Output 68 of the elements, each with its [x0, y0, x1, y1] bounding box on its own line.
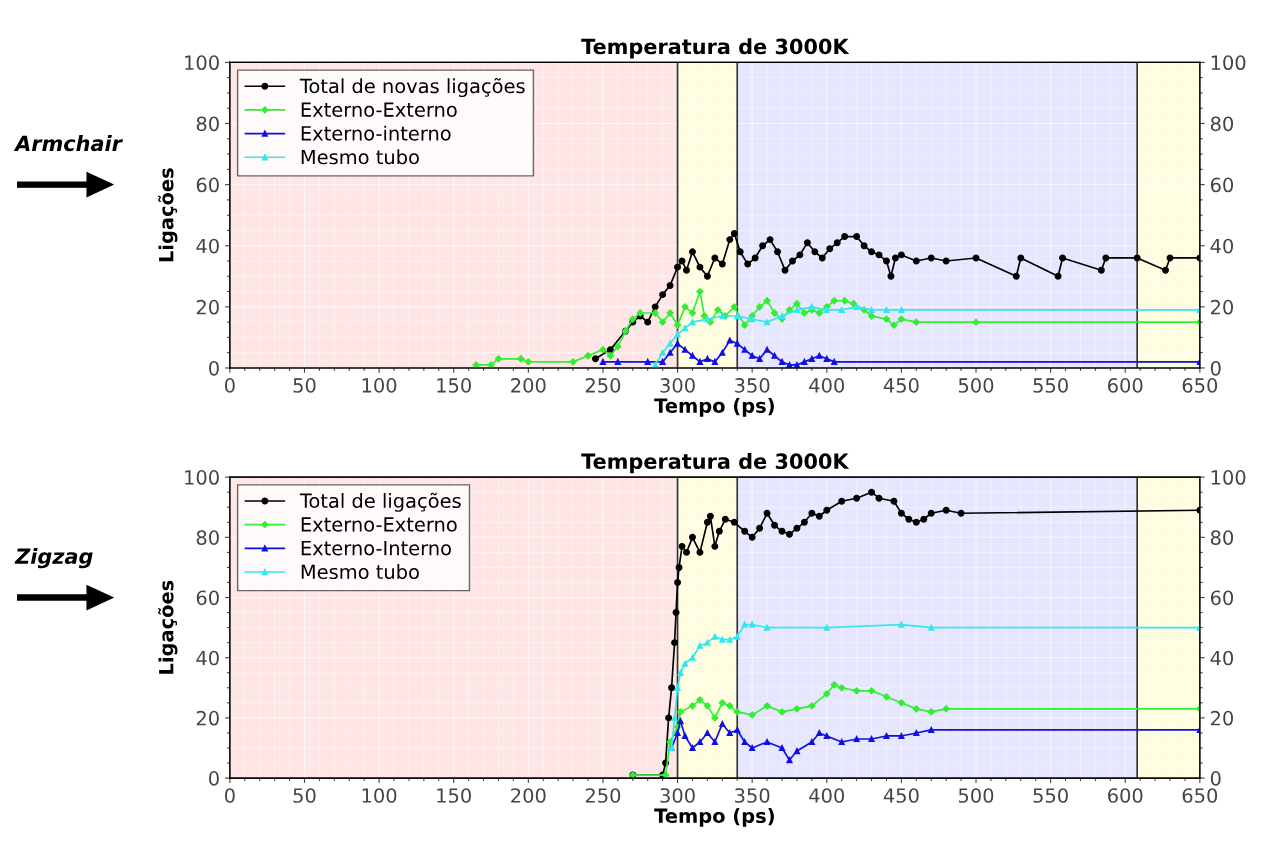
x-axis-title: Tempo (ps)	[654, 397, 774, 417]
x-tick-label: 500	[958, 788, 994, 803]
y-tick-label: 100	[185, 470, 219, 485]
text: Zigzag	[14, 547, 93, 569]
y-tick-label: 80	[196, 116, 219, 132]
x-tick-label: 600	[1108, 788, 1143, 803]
legend-label: Externo-Externo	[301, 517, 457, 532]
x-tick-label: 450	[883, 788, 919, 803]
y-tick-label: 60	[196, 177, 219, 193]
x-tick-label: 600	[1108, 378, 1143, 393]
x-tick-label: 50	[293, 788, 316, 803]
legend-label: Mesmo tubo	[301, 564, 419, 580]
x-tick-label: 550	[1033, 788, 1068, 803]
x-tick-label: 400	[809, 378, 845, 393]
y2-tick-label: 100	[1211, 55, 1246, 71]
y2-tick-label: 100	[1211, 470, 1246, 485]
y-tick-label: 20	[196, 710, 219, 726]
legend-label: Total de ligações	[299, 492, 461, 512]
x-tick-label: 650	[1182, 788, 1218, 803]
y-axis-title: Ligações	[158, 168, 178, 262]
y-tick-label: 40	[196, 238, 219, 254]
x-tick-label: 350	[735, 378, 770, 393]
legend-label: Total de novas ligações	[299, 77, 525, 98]
y2-tick-label: 60	[1210, 590, 1234, 606]
x-tick-label: 150	[437, 788, 471, 803]
legend-label: Externo-Interno	[301, 540, 451, 556]
x-tick-label: 500	[958, 378, 994, 393]
y2-tick-label: 20	[1211, 299, 1234, 315]
y2-tick-label: 80	[1210, 530, 1234, 545]
y-tick-label: 80	[196, 530, 219, 545]
x-tick-label: 0	[224, 788, 235, 803]
x-tick-label: 250	[585, 378, 621, 393]
legend-label: Externo-Externo	[301, 102, 457, 117]
x-tick-label: 100	[362, 788, 397, 803]
y-tick-label: 40	[196, 650, 219, 666]
legend-label: Mesmo tubo	[301, 149, 419, 165]
x-tick-label: 300	[660, 788, 695, 803]
y2-tick-label: 60	[1210, 177, 1234, 193]
x-tick-label: 300	[660, 378, 695, 393]
text: Armchair	[13, 135, 123, 152]
x-axis-title: Tempo (ps)	[654, 808, 774, 827]
x-tick-label: 100	[362, 378, 397, 393]
x-tick-label: 550	[1033, 378, 1068, 393]
x-tick-label: 250	[585, 788, 621, 803]
y2-tick-label: 80	[1210, 116, 1234, 132]
x-tick-label: 650	[1182, 378, 1218, 393]
legend-label: Externo-interno	[301, 125, 451, 141]
x-tick-label: 400	[809, 788, 845, 803]
x-tick-label: 50	[293, 378, 316, 393]
y-tick-label: 0	[209, 771, 219, 786]
x-tick-label: 0	[224, 378, 235, 393]
y-tick-label: 60	[196, 590, 219, 606]
y-axis-title: Ligações	[158, 580, 178, 674]
y-tick-label: 100	[185, 55, 219, 71]
y2-tick-label: 0	[1210, 771, 1221, 786]
y2-tick-label: 0	[1210, 360, 1221, 376]
y-tick-label: 20	[196, 299, 219, 315]
x-tick-label: 150	[437, 378, 471, 393]
chart-title: Temperatura de 3000K	[581, 38, 850, 59]
chart-title: Temperatura de 3000K	[581, 452, 850, 474]
x-tick-label: 200	[511, 378, 546, 393]
x-tick-label: 350	[735, 788, 770, 803]
y2-tick-label: 20	[1211, 710, 1234, 726]
y2-tick-label: 40	[1210, 650, 1234, 666]
x-tick-label: 450	[883, 378, 919, 393]
x-tick-label: 200	[511, 788, 546, 803]
y-tick-label: 0	[209, 360, 219, 376]
y2-tick-label: 40	[1210, 238, 1234, 254]
